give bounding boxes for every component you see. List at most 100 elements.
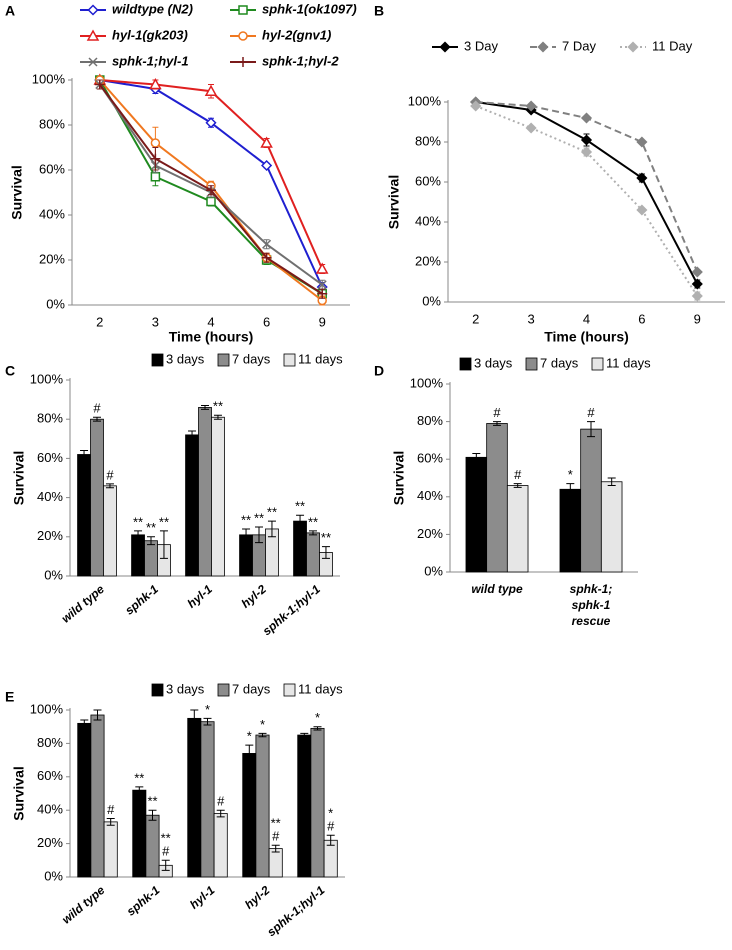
error-bar [201, 404, 209, 410]
panel-label: B [374, 3, 384, 19]
x-tick-label: 9 [319, 314, 326, 329]
annotation: ** [146, 520, 156, 535]
bar [77, 454, 91, 577]
legend-marker [439, 41, 451, 53]
legend-marker [238, 31, 248, 41]
annotation: # [162, 844, 170, 859]
legend-swatch [525, 357, 538, 371]
x-tick-label: hyl-1 [187, 883, 218, 912]
legend-swatch [283, 353, 296, 367]
x-tick-label: sphk-1 [572, 598, 611, 612]
y-tick-label: 20% [37, 528, 63, 543]
bar [323, 839, 338, 878]
series-line [99, 79, 324, 270]
y-tick-label: 100% [30, 371, 64, 386]
annotation: * [247, 729, 252, 744]
x-tick-label: 4 [207, 314, 214, 329]
bar [198, 407, 212, 577]
marker [206, 196, 216, 207]
legend-label: 3 days [166, 681, 205, 696]
annotation: ** [254, 510, 264, 525]
marker [691, 266, 703, 278]
x-tick-label: rescue [572, 614, 611, 628]
y-tick-label: 40% [417, 488, 443, 503]
bar [297, 734, 312, 878]
error-bar [255, 526, 263, 544]
x-tick-label: wild type [59, 883, 108, 927]
legend-label: 11 days [606, 355, 651, 370]
legend-label: 11 Day [652, 38, 693, 53]
error-bar [493, 421, 501, 426]
y-tick-label: 20% [415, 253, 441, 268]
annotation: ** [267, 505, 277, 520]
marker [205, 117, 217, 129]
marker [150, 153, 161, 164]
panel-label: E [5, 689, 14, 705]
annotation: ** [213, 399, 223, 414]
y-tick-label: 80% [37, 411, 63, 426]
annotation: # [106, 467, 114, 482]
legend-marker [238, 5, 248, 15]
legend-swatch [459, 357, 472, 371]
y-axis-label: Survival [9, 165, 25, 219]
x-tick-label: hyl-2 [239, 582, 270, 611]
y-tick-label: 0% [46, 296, 65, 311]
x-tick-label: hyl-2 [242, 883, 273, 912]
y-tick-label: 40% [39, 206, 65, 221]
error-bar [271, 844, 280, 853]
marker [260, 136, 273, 148]
bar [306, 532, 320, 577]
error-bar [161, 859, 170, 871]
bar [242, 753, 257, 878]
error-bar [134, 530, 143, 540]
x-axis-label: Time (hours) [544, 329, 629, 345]
error-bar [300, 732, 309, 738]
error-bar [105, 483, 114, 489]
marker [315, 262, 329, 274]
x-tick-label: sphk-1 [122, 582, 161, 618]
bar [90, 418, 104, 577]
marker [580, 146, 593, 158]
marker [691, 278, 703, 290]
annotation: ** [134, 770, 144, 785]
bar [559, 488, 582, 573]
y-tick-label: 80% [415, 133, 441, 148]
legend-label: 3 Day [464, 38, 498, 53]
legend-swatch [283, 683, 296, 697]
annotation: * [205, 702, 210, 717]
marker [204, 84, 218, 96]
y-tick-label: 80% [39, 116, 65, 131]
y-tick-label: 0% [44, 567, 63, 582]
legend-label: wildtype (N2) [112, 1, 193, 16]
marker [525, 122, 537, 134]
y-tick-label: 20% [39, 251, 65, 266]
y-tick-label: 80% [417, 413, 443, 428]
y-tick-label: 100% [410, 375, 444, 390]
legend-swatch [151, 353, 164, 367]
error-bar [587, 421, 595, 438]
x-tick-label: hyl-1 [185, 582, 216, 611]
x-tick-label: 6 [638, 311, 645, 326]
bar [131, 534, 145, 577]
annotation: ** [321, 530, 331, 545]
error-bar [147, 536, 155, 546]
annotation: ** [271, 816, 281, 831]
panel-label: D [374, 363, 384, 379]
legend-swatch [217, 683, 230, 697]
panel-label: A [5, 3, 15, 19]
legend-label: 7 days [540, 355, 579, 370]
marker [206, 185, 216, 196]
marker [94, 79, 105, 90]
marker [636, 172, 648, 184]
y-tick-label: 0% [424, 563, 443, 578]
legend-label: 3 days [474, 355, 513, 370]
legend-marker [86, 29, 100, 41]
x-tick-label: 6 [263, 314, 270, 329]
error-bar [93, 416, 101, 422]
marker [261, 159, 273, 172]
error-bar [135, 786, 144, 794]
marker [150, 138, 161, 148]
bar [506, 485, 529, 573]
error-bar [93, 709, 102, 721]
